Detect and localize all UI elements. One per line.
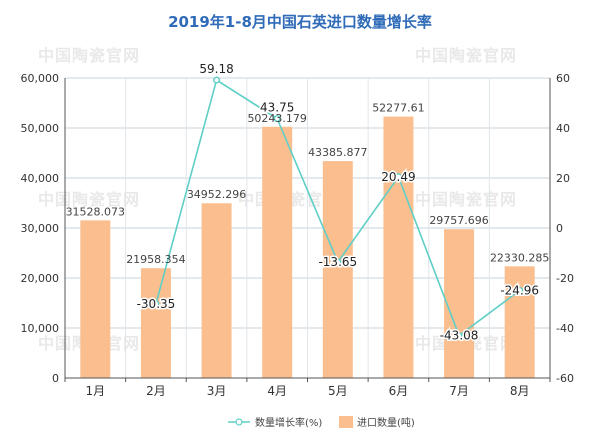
bar-value-label: 22330.285 <box>490 251 550 264</box>
growth-rate-point <box>213 76 221 84</box>
left-axis-tick-label: 10,000 <box>21 322 60 335</box>
legend-label: 数量增长率(%) <box>255 416 322 429</box>
bar-import-volume <box>140 268 171 378</box>
x-tick-label: 8月 <box>510 384 530 398</box>
growth-rate-point <box>394 173 402 181</box>
right-axis-tick-label: -40 <box>556 322 574 335</box>
x-tick-label: 2月 <box>146 384 166 398</box>
bar-import-volume <box>262 126 293 378</box>
watermark: 中国陶瓷官网 <box>415 190 518 209</box>
x-tick-label: 7月 <box>449 384 469 398</box>
axes: 0 10,000 20,000 30,000 40,000 50,000 60,000 -60… <box>21 72 574 398</box>
left-axis-tick-label: 40,000 <box>21 172 60 185</box>
right-axis-tick-label: -20 <box>556 272 574 285</box>
x-tick-label: 4月 <box>267 384 287 398</box>
right-axis-tick-label: 0 <box>556 222 563 235</box>
bar-value-label: 52277.61 <box>372 102 425 115</box>
growth-rate-point <box>152 300 160 308</box>
growth-rate-label: 20.49 <box>381 170 415 184</box>
growth-rate-point <box>516 286 524 294</box>
bar-value-label: 31528.073 <box>66 205 126 218</box>
growth-rate-label: 43.75 <box>260 101 294 115</box>
bar-import-volume <box>444 229 475 378</box>
bar-value-label: 50243.179 <box>247 112 307 125</box>
growth-rate-point <box>455 332 463 340</box>
rate-line <box>152 76 524 340</box>
right-axis-tick-label: 40 <box>556 122 570 135</box>
bar-import-volume <box>322 161 353 378</box>
legend: 数量增长率(%) 进口数量(吨) <box>228 416 415 429</box>
watermark: 中国陶瓷官网 <box>38 190 141 209</box>
left-axis-tick-label: 20,000 <box>21 272 60 285</box>
bar-import-volume <box>504 266 535 378</box>
bar-import-volume <box>201 203 232 378</box>
data-labels: 31528.073 21958.354 34952.296 50243.179 4338… <box>66 61 550 345</box>
x-tick-label: 6月 <box>389 384 409 398</box>
bar-value-label: 34952.296 <box>187 188 247 201</box>
growth-rate-label: -43.08 <box>440 329 479 343</box>
bar-import-volume <box>80 220 111 378</box>
right-axis-tick-label: -60 <box>556 372 574 385</box>
bar-import-volume <box>383 116 414 379</box>
bar-value-label: 43385.877 <box>308 146 368 159</box>
right-axis-tick-label: 20 <box>556 172 570 185</box>
watermark: 中国陶瓷官网 <box>38 46 141 65</box>
growth-rate-label: -13.65 <box>318 255 357 269</box>
x-tick-label: 5月 <box>328 384 348 398</box>
legend-bar-swatch <box>339 416 353 428</box>
growth-rate-label: 59.18 <box>199 62 233 76</box>
bar-value-label: 29757.696 <box>429 214 489 227</box>
legend-line-marker <box>235 418 243 426</box>
left-axis-tick-label: 0 <box>52 372 59 385</box>
growth-rate-point <box>334 258 342 266</box>
left-axis-tick-label: 60,000 <box>21 72 60 85</box>
growth-rate-label: -24.96 <box>500 283 539 297</box>
right-axis-tick-label: 60 <box>556 72 570 85</box>
x-tick-label: 3月 <box>207 384 227 398</box>
growth-rate-point <box>273 115 281 123</box>
chart-title: 2019年1-8月中国石英进口数量增长率 <box>168 13 432 31</box>
watermark: 中国陶瓷官网 <box>415 46 518 65</box>
legend-label: 进口数量(吨) <box>357 416 415 429</box>
bar-value-label: 21958.354 <box>126 253 186 266</box>
growth-rate-label: -30.35 <box>137 297 176 311</box>
left-axis-tick-label: 30,000 <box>21 222 60 235</box>
x-tick-label: 1月 <box>85 384 105 398</box>
bars <box>80 116 535 379</box>
left-axis-tick-label: 50,000 <box>21 122 60 135</box>
